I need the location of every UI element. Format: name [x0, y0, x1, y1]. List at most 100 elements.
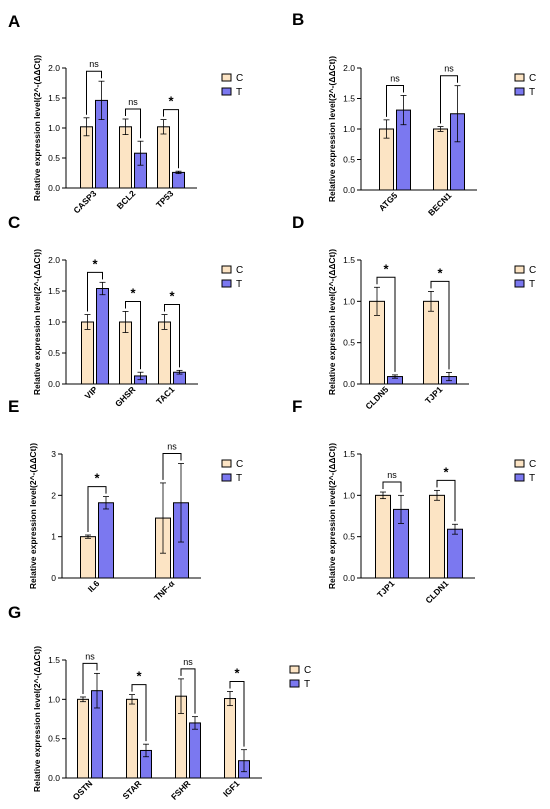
bar-t — [96, 288, 109, 385]
legend-swatch-c — [514, 459, 525, 468]
y-tick-label: 1.0 — [343, 490, 355, 500]
legend-label-t: T — [236, 87, 242, 98]
x-tick-label: BECN1 — [426, 190, 454, 218]
y-tick-label: 1.0 — [48, 317, 60, 327]
bar-c — [157, 126, 170, 189]
x-tick-label: FSHR — [169, 778, 192, 801]
y-tick-label: 2.0 — [48, 255, 60, 265]
legend-label-c: C — [236, 73, 243, 84]
legend-label-c: C — [236, 265, 243, 276]
legend-label-c: C — [529, 73, 536, 84]
y-axis-label: Relative expression level(2^-(ΔΔCt)) — [32, 249, 42, 395]
x-tick-label: GHSR — [113, 384, 137, 408]
x-tick-label: ATG5 — [377, 190, 400, 213]
x-tick-label: OSTN — [71, 778, 95, 802]
significance-bracket — [436, 479, 456, 522]
panel-b: B Relative expression level(2^-(ΔΔCt)) 0.0… — [292, 10, 536, 218]
y-tick-label: 0.5 — [343, 338, 355, 348]
significance-bracket — [386, 84, 404, 117]
y-tick-label: 0.0 — [343, 185, 355, 195]
x-tick-label: TAC1 — [154, 384, 177, 407]
significance-bracket — [87, 486, 107, 533]
significance-label: * — [437, 265, 443, 280]
panel-letter: B — [292, 10, 304, 29]
legend: CT — [514, 265, 536, 290]
significance-bracket — [87, 271, 103, 312]
y-tick-label: 0.0 — [343, 379, 355, 389]
legend-swatch-t — [514, 473, 525, 482]
x-tick-label: TJP1 — [375, 578, 397, 600]
legend-swatch-c — [221, 265, 232, 274]
y-axis-label: Relative expression level(2^-(ΔΔCt)) — [327, 56, 337, 202]
x-tick-label: TNF-α — [152, 578, 177, 603]
y-axis-label: Relative expression level(2^-(ΔΔCt)) — [28, 443, 38, 589]
legend-swatch-c — [289, 665, 300, 674]
legend-swatch-t — [221, 279, 232, 288]
significance-bracket — [163, 109, 179, 169]
y-tick-label: 2.0 — [343, 63, 355, 73]
legend-swatch-t — [289, 679, 300, 688]
bar-t — [447, 528, 463, 579]
significance-label: * — [130, 285, 136, 300]
significance-bracket — [162, 453, 182, 480]
x-tick-label: TP53 — [154, 188, 176, 210]
significance-label: * — [92, 256, 98, 271]
significance-label: ns — [390, 73, 400, 83]
y-tick-label: 1.5 — [343, 94, 355, 104]
significance-bracket — [125, 300, 141, 370]
legend-label-t: T — [236, 279, 242, 290]
bar-c — [429, 494, 445, 579]
bar-c — [433, 128, 448, 191]
y-tick-label: 1.5 — [343, 255, 355, 265]
significance-label: * — [168, 94, 174, 109]
significance-bracket — [180, 668, 196, 714]
legend-label-t: T — [529, 87, 535, 98]
bar-c — [80, 536, 96, 579]
y-tick-label: 0.0 — [48, 183, 60, 193]
significance-label: ns — [167, 442, 177, 452]
legend-label-c: C — [529, 265, 536, 276]
y-tick-label: 0.5 — [343, 532, 355, 542]
panel-a: A Relative expression level(2^-(ΔΔCt)) 0.0… — [8, 12, 243, 215]
significance-bracket — [125, 108, 141, 139]
y-tick-label: 0.5 — [48, 348, 60, 358]
significance-bracket — [376, 276, 396, 372]
y-tick-label: 0.0 — [343, 573, 355, 583]
significance-label: * — [234, 665, 240, 680]
significance-bracket — [440, 75, 458, 124]
y-axis-label: Relative expression level(2^-(ΔΔCt)) — [327, 249, 337, 395]
legend-swatch-c — [221, 459, 232, 468]
legend-swatch-t — [514, 87, 525, 96]
legend-label-t: T — [529, 473, 535, 484]
legend: CT — [221, 459, 243, 484]
significance-label: ns — [183, 657, 193, 667]
x-tick-label: BCL2 — [115, 188, 138, 211]
significance-label: * — [383, 261, 389, 276]
significance-label: ns — [89, 59, 99, 69]
legend-swatch-t — [221, 87, 232, 96]
panel-c: C Relative expression level(2^-(ΔΔCt)) 0.0… — [8, 213, 243, 409]
y-tick-label: 1 — [51, 532, 56, 542]
panel-letter: D — [292, 213, 304, 232]
x-tick-label: TJP1 — [423, 384, 445, 406]
legend-swatch-c — [514, 265, 525, 274]
x-tick-label: CLDN5 — [363, 384, 390, 411]
significance-label: * — [169, 289, 175, 304]
significance-bracket — [164, 304, 180, 368]
significance-label: * — [136, 669, 142, 684]
bar-c — [423, 300, 439, 385]
bar-c — [77, 698, 89, 779]
x-tick-label: IGF1 — [221, 778, 242, 799]
panel-d: D Relative expression level(2^-(ΔΔCt)) 0.0… — [292, 213, 536, 411]
y-tick-label: 1.5 — [48, 93, 60, 103]
bar-t — [189, 722, 201, 779]
y-tick-label: 0.0 — [48, 379, 60, 389]
y-tick-label: 1.0 — [343, 124, 355, 134]
legend: CT — [221, 73, 243, 98]
y-tick-label: 2.0 — [48, 63, 60, 73]
significance-label: * — [94, 471, 100, 486]
y-tick-label: 1.5 — [48, 286, 60, 296]
x-tick-label: CLDN1 — [423, 578, 450, 605]
x-tick-label: STAR — [120, 778, 143, 801]
legend-label-c: C — [236, 459, 243, 470]
